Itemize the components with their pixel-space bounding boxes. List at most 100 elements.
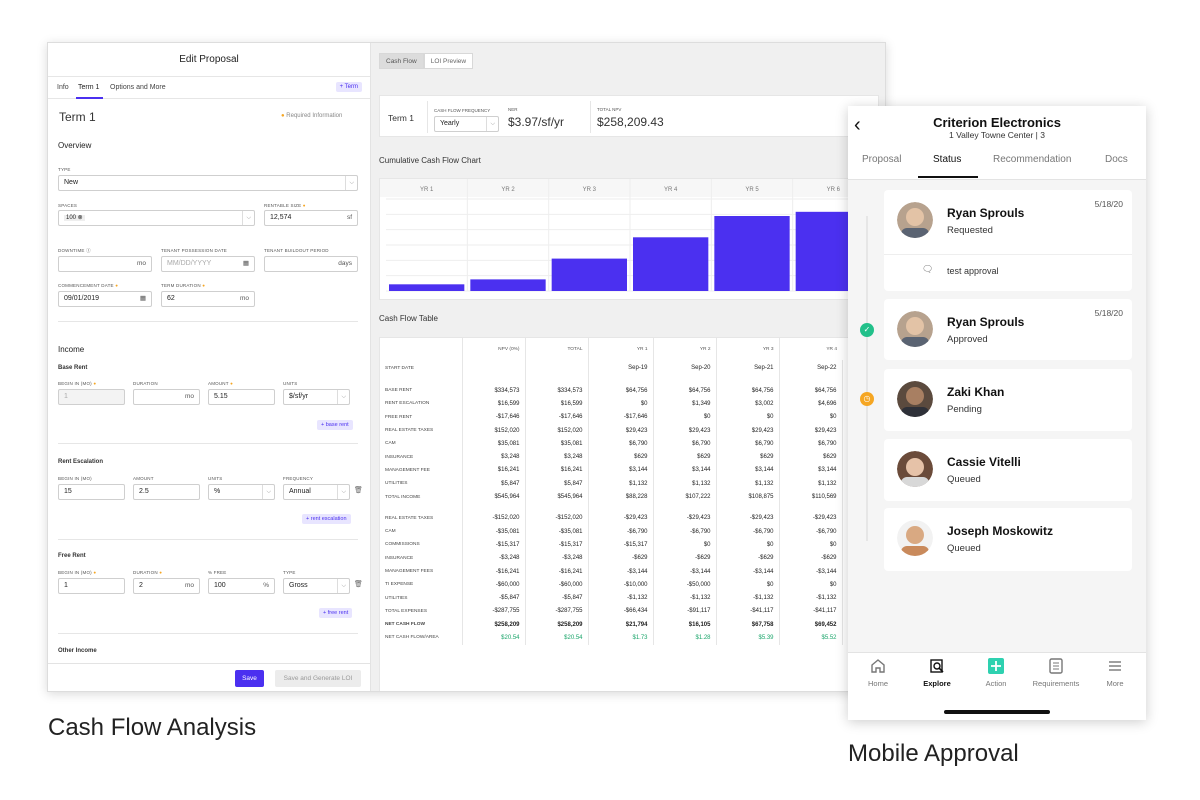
table-cell: $0 — [779, 538, 843, 552]
table-row: MANAGEMENT FEE $16,241 $16,241 $3,144 $3,144… — [380, 463, 843, 478]
table-cell: MANAGEMENT FEE — [385, 467, 430, 473]
table-cell: $1,132 — [653, 477, 717, 491]
table-cell: $64,756 — [653, 384, 717, 398]
base-rent-amount-label: AMOUNT ● — [208, 381, 233, 386]
buildout-period-label: TENANT BUILDOUT PERIOD — [264, 248, 329, 253]
base-rent-begin-field[interactable]: 1 — [58, 389, 125, 405]
table-cell: $152,020 — [524, 423, 589, 438]
add-rent-escalation-button[interactable]: + rent escalation — [302, 514, 351, 524]
table-cell: $258,209 — [461, 618, 525, 632]
table-cell: -$6,790 — [653, 524, 717, 539]
add-term-button[interactable]: + Term — [335, 82, 362, 92]
table-cell — [524, 360, 589, 376]
save-button[interactable]: Save — [235, 670, 264, 687]
trash-icon[interactable]: 🗑 — [354, 487, 363, 494]
approval-date: 5/18/20 — [1094, 199, 1123, 209]
add-base-rent-button[interactable]: + base rent — [317, 420, 353, 430]
table-cell: $3,144 — [653, 463, 717, 478]
table-cell: -$629 — [588, 551, 654, 565]
nav-home[interactable]: Home — [848, 657, 908, 688]
table-cell: -$17,646 — [524, 410, 589, 424]
explore-icon — [930, 659, 944, 673]
chevron-down-icon: ⌵ — [242, 211, 251, 225]
tab-status[interactable]: Status — [933, 154, 962, 165]
table-cell: $334,573 — [461, 384, 525, 398]
nav-explore[interactable]: Explore — [907, 657, 967, 688]
approval-card[interactable]: Ryan Sprouls Requested 5/18/20 🗨 test ap… — [884, 190, 1132, 291]
escalation-frequency-select[interactable]: Annual ⌵ — [283, 484, 350, 500]
table-cell: -$50,000 — [653, 578, 717, 592]
table-cell: $29,423 — [653, 423, 717, 438]
free-rent-type-select[interactable]: Gross ⌵ — [283, 578, 350, 594]
base-rent-units-label: UNITS — [283, 381, 298, 386]
frequency-select[interactable]: Yearly ⌵ — [434, 116, 499, 132]
tab-docs[interactable]: Docs — [1105, 154, 1128, 165]
free-rent-duration-field[interactable]: 2 mo — [133, 578, 200, 594]
save-generate-loi-button[interactable]: Save and Generate LOI — [275, 670, 361, 687]
spaces-select[interactable]: 100 ⊗ ⌵ — [58, 210, 255, 226]
type-select[interactable]: New ⌵ — [58, 175, 358, 191]
column-header: YR 2 — [652, 338, 716, 360]
table-cell: $64,756 — [716, 384, 780, 398]
table-cell: $1,349 — [653, 397, 717, 411]
commencement-date-field[interactable]: 09/01/2019 ▦ — [58, 291, 152, 307]
table-row: CAM $35,081 $35,081 $6,790 $6,790 $6,790 $6,79… — [380, 437, 843, 451]
buildout-period-field[interactable]: days — [264, 256, 358, 272]
trash-icon[interactable]: 🗑 — [354, 581, 363, 588]
add-free-rent-button[interactable]: + free rent — [319, 608, 353, 618]
base-rent-duration-field[interactable]: mo — [133, 389, 200, 405]
base-rent-amount-field[interactable]: 5.15 — [208, 389, 275, 405]
column-header — [380, 338, 462, 360]
table-cell — [380, 376, 462, 384]
cash-flow-analysis-caption: Cash Flow Analysis — [48, 714, 257, 741]
tab-proposal[interactable]: Proposal — [862, 154, 902, 165]
chart-title: Cumulative Cash Flow Chart — [379, 156, 481, 165]
nav-action[interactable]: Action — [966, 657, 1026, 688]
free-rent-begin-field[interactable]: 1 — [58, 578, 125, 594]
tab-term-1[interactable]: Term 1 — [78, 84, 100, 91]
downtime-field[interactable]: mo — [58, 256, 152, 272]
table-cell: -$60,000 — [461, 578, 525, 592]
tab-options[interactable]: Options and More — [110, 84, 166, 91]
column-header: NPV (0%) — [461, 338, 525, 360]
nav-requirements[interactable]: Requirements — [1026, 657, 1086, 688]
term-duration-field[interactable]: 62 mo — [161, 291, 255, 307]
approval-status: Queued — [947, 543, 981, 554]
base-rent-units-select[interactable]: $/sf/yr ⌵ — [283, 389, 350, 405]
rentable-size-field[interactable]: 12,574 sf — [264, 210, 358, 226]
table-cell: $629 — [716, 450, 780, 464]
approval-card[interactable]: Cassie Vitelli Queued — [884, 439, 1132, 501]
approval-card[interactable]: Ryan Sprouls Approved 5/18/20 — [884, 299, 1132, 360]
commencement-date-label: COMMENCEMENT DATE ● — [58, 283, 119, 288]
table-cell: -$35,081 — [461, 524, 525, 539]
approval-card[interactable]: Zaki Khan Pending — [884, 369, 1132, 431]
table-cell: -$6,790 — [588, 524, 654, 539]
table-cell: $1,132 — [716, 477, 780, 491]
analysis-tabs: Cash Flow LOI Preview — [379, 53, 474, 69]
possession-date-field[interactable]: MM/DD/YYYY ▦ — [161, 256, 255, 272]
table-cell: -$15,317 — [588, 538, 654, 552]
approval-card[interactable]: Joseph Moskowitz Queued — [884, 508, 1132, 571]
tab-cash-flow[interactable]: Cash Flow — [379, 53, 424, 69]
chart-bar — [551, 258, 627, 291]
back-arrow-icon[interactable]: ‹ — [854, 114, 861, 136]
free-rent-percent-field[interactable]: 100% — [208, 578, 275, 594]
table-cell: -$287,755 — [461, 604, 525, 619]
table-cell: -$60,000 — [524, 578, 589, 592]
tab-loi-preview[interactable]: LOI Preview — [423, 53, 474, 69]
escalation-units-select[interactable]: % ⌵ — [208, 484, 275, 500]
nav-more[interactable]: More — [1085, 657, 1145, 688]
table-cell: -$16,241 — [524, 564, 589, 579]
other-income-heading: Other Income — [58, 648, 97, 654]
table-row: RENT ESCALATION $16,599 $16,599 $0 $1,349 $3,… — [380, 397, 843, 411]
escalation-frequency-label: FREQUENCY — [283, 476, 314, 481]
space-chip[interactable]: 100 ⊗ — [64, 215, 85, 221]
escalation-amount-field[interactable]: 2.5 — [133, 484, 200, 500]
tab-info[interactable]: Info — [57, 84, 69, 91]
table-cell: NET CASH FLOW — [385, 622, 425, 628]
table-cell: -$10,000 — [588, 578, 654, 592]
tab-recommendation[interactable]: Recommendation — [993, 154, 1072, 165]
table-cell: -$1,132 — [716, 591, 780, 605]
escalation-begin-field[interactable]: 15 — [58, 484, 125, 500]
table-cell: $0 — [779, 578, 843, 592]
